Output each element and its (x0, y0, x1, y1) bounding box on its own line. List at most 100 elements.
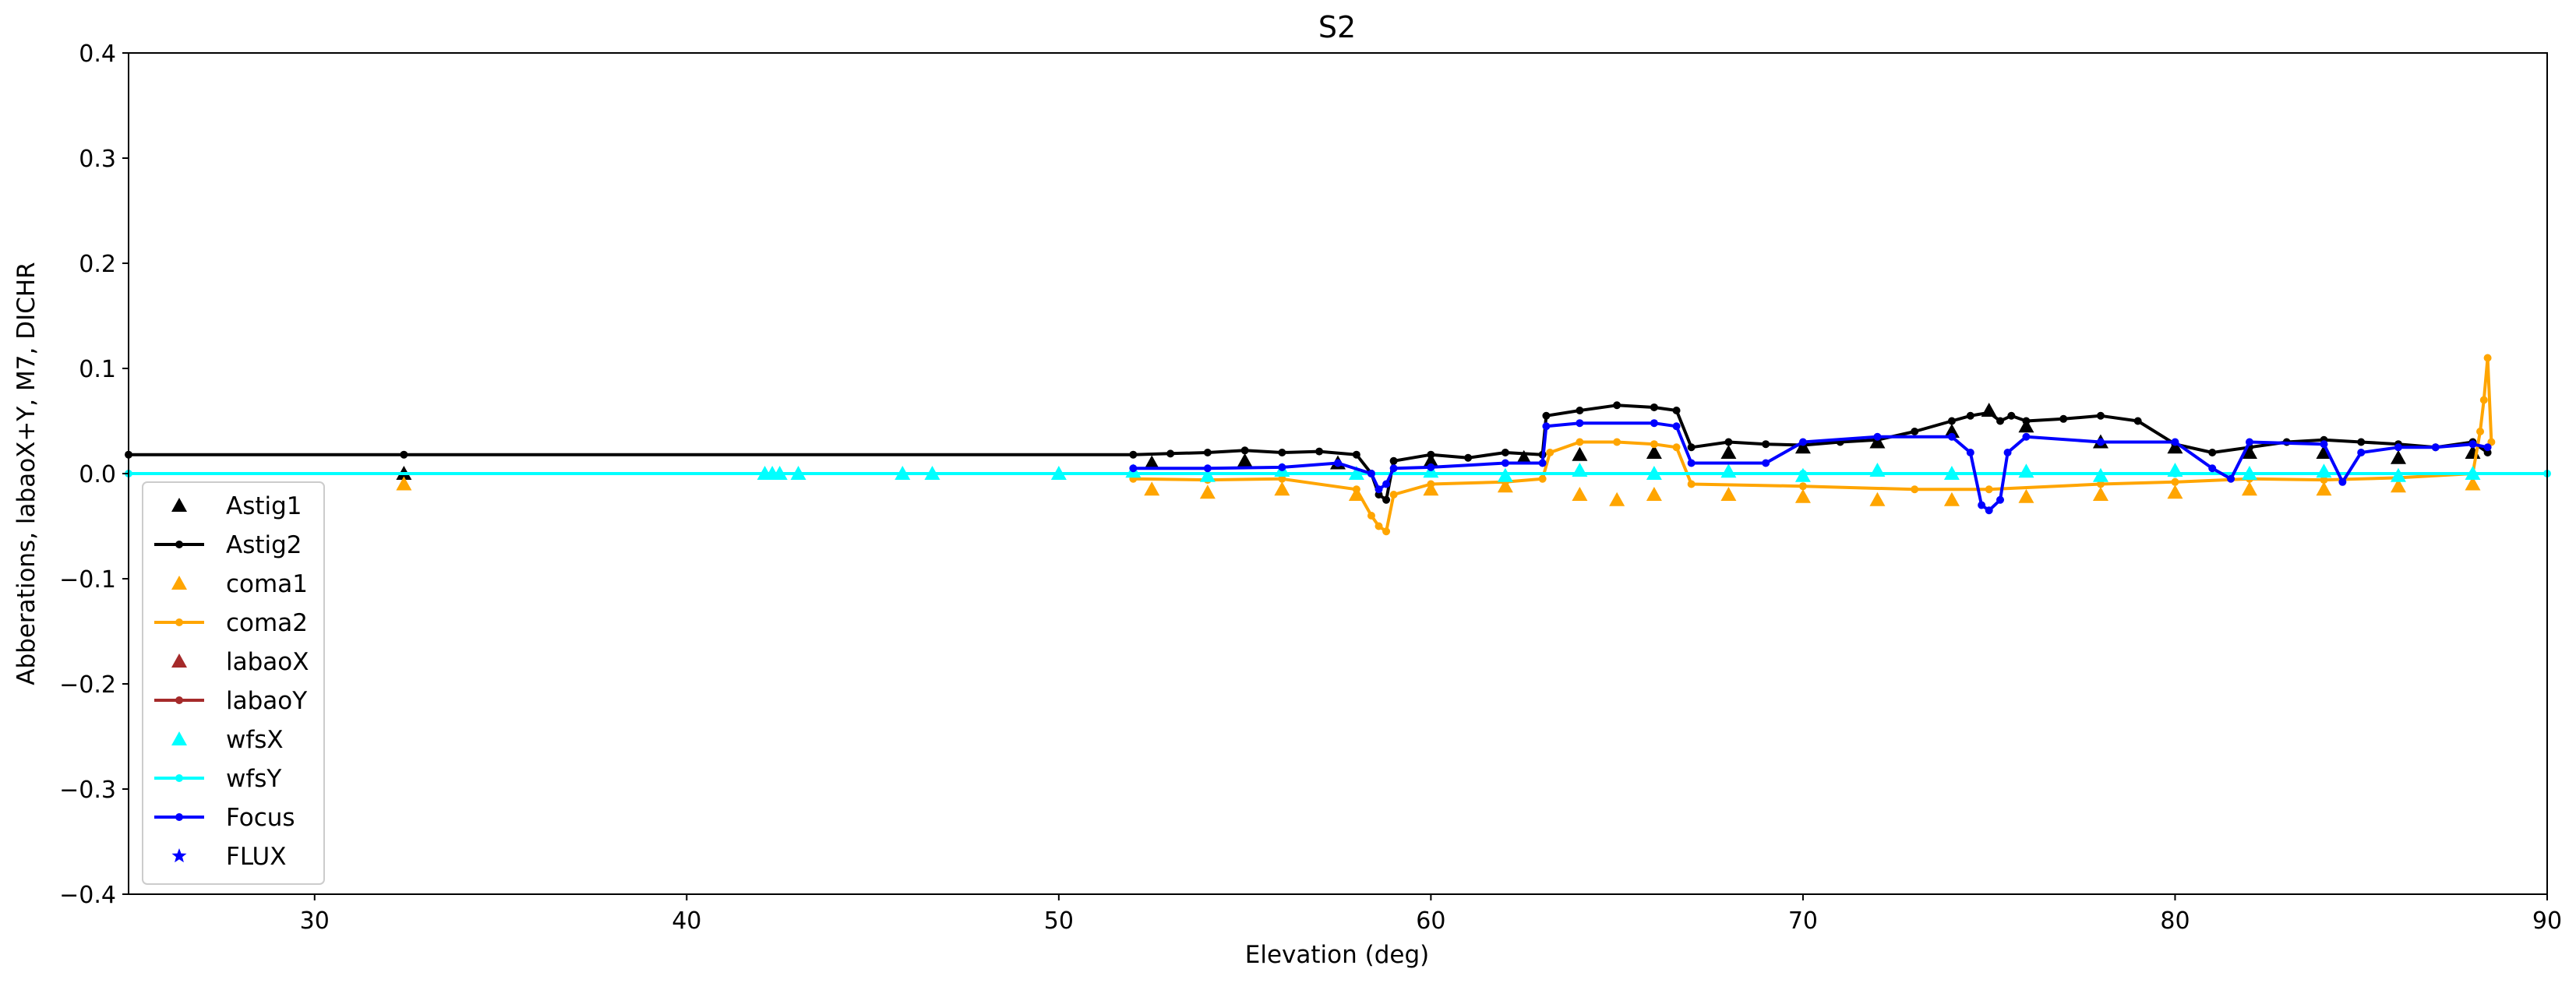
y-tick-label: −0.1 (59, 566, 116, 594)
data-point (2241, 445, 2257, 459)
y-tick-label: 0.3 (79, 146, 116, 173)
data-point (2483, 354, 2492, 362)
data-point (2320, 476, 2328, 484)
data-point (2390, 478, 2406, 493)
y-tick-label: −0.4 (59, 882, 116, 909)
data-point (1427, 450, 1435, 459)
data-point (1873, 432, 1882, 441)
y-tick-label: 0.4 (79, 41, 116, 68)
legend-label: Astig1 (226, 492, 302, 520)
data-point (2059, 414, 2068, 423)
data-point (2171, 477, 2179, 486)
legend-item: FLUX (171, 843, 287, 871)
data-point (1798, 470, 1807, 477)
data-point (2171, 470, 2179, 477)
x-tick-label: 40 (672, 907, 701, 935)
data-point (1516, 449, 1532, 464)
data-point (1724, 438, 1733, 446)
legend-marker (175, 618, 183, 626)
data-point (1650, 440, 1658, 449)
data-point (2476, 428, 2485, 435)
legend-marker (171, 498, 187, 512)
data-point (1646, 445, 1662, 459)
data-point (2241, 481, 2257, 496)
data-point (2007, 411, 2016, 420)
data-point (1542, 422, 1551, 431)
data-point (2022, 417, 2031, 425)
y-tick-label: −0.3 (59, 777, 116, 804)
data-point (1423, 453, 1439, 467)
data-point (1352, 485, 1360, 494)
data-point (2096, 480, 2105, 488)
y-tick-label: −0.2 (59, 671, 116, 699)
x-tick-label: 30 (300, 907, 330, 935)
series-astig2 (125, 401, 2492, 504)
data-point (2003, 449, 2012, 456)
legend-marker (171, 848, 187, 863)
data-point (1687, 443, 1696, 452)
data-point (1278, 474, 1286, 483)
y-tick-label: 0.1 (79, 356, 116, 383)
data-point (2092, 487, 2108, 501)
data-point (2468, 470, 2477, 477)
data-point (1985, 506, 1993, 515)
data-point (2390, 449, 2406, 464)
data-point (1576, 407, 1584, 414)
legend-item: Focus (154, 804, 295, 832)
data-point (1650, 419, 1658, 428)
data-point (1278, 449, 1286, 456)
data-point (1672, 443, 1681, 452)
data-point (1315, 447, 1324, 456)
legend-item: coma2 (154, 609, 308, 637)
legend-marker (171, 654, 187, 668)
legend-marker (175, 541, 183, 548)
data-point (1203, 449, 1212, 456)
data-point (1572, 487, 1588, 501)
data-point (2479, 396, 2488, 404)
data-point (1538, 459, 1547, 467)
data-point (2338, 477, 2347, 486)
data-point (1389, 491, 1398, 499)
chart-title: S2 (1318, 10, 1356, 44)
data-point (2133, 417, 2142, 425)
data-point (1985, 408, 1993, 417)
data-point (1334, 459, 1342, 467)
legend-label: Focus (226, 804, 295, 832)
data-point (1672, 407, 1681, 414)
legend: Astig1 Astig2 coma1 coma2 labaoX labaoY wfsX wf… (142, 481, 325, 885)
data-point (1427, 463, 1435, 471)
data-point (2208, 449, 2217, 456)
data-point (1613, 438, 1621, 446)
legend-label: labaoY (226, 687, 307, 715)
legend-item: Astig2 (154, 531, 302, 559)
data-point (1798, 482, 1807, 491)
legend-item: labaoY (154, 687, 307, 715)
data-point (2316, 481, 2332, 496)
data-point (2096, 438, 2105, 446)
y-axis: −0.4 −0.3 −0.2 −0.1 0.0 0.1 0.2 0.3 0.4 (59, 41, 129, 909)
data-point (1199, 484, 1216, 499)
data-point (1762, 440, 1770, 449)
legend-label: Astig2 (226, 531, 302, 559)
legend-frame (142, 481, 325, 885)
data-point (2468, 440, 2477, 449)
data-point (1911, 485, 1919, 494)
data-point (2227, 474, 2235, 483)
data-point (1382, 480, 1391, 488)
data-point (2022, 432, 2031, 441)
legend-item: wfsY (154, 765, 281, 793)
data-point (1943, 424, 1960, 438)
data-point (1144, 455, 1160, 470)
data-point (1646, 487, 1662, 501)
data-point (2167, 484, 2183, 499)
data-point (1650, 403, 1658, 411)
data-point (2171, 438, 2179, 446)
legend-label: wfsX (226, 726, 284, 754)
data-point (1374, 522, 1383, 530)
data-point (1427, 480, 1435, 488)
data-point (1237, 453, 1253, 467)
legend-label: wfsY (226, 765, 281, 793)
data-point (1427, 470, 1435, 477)
